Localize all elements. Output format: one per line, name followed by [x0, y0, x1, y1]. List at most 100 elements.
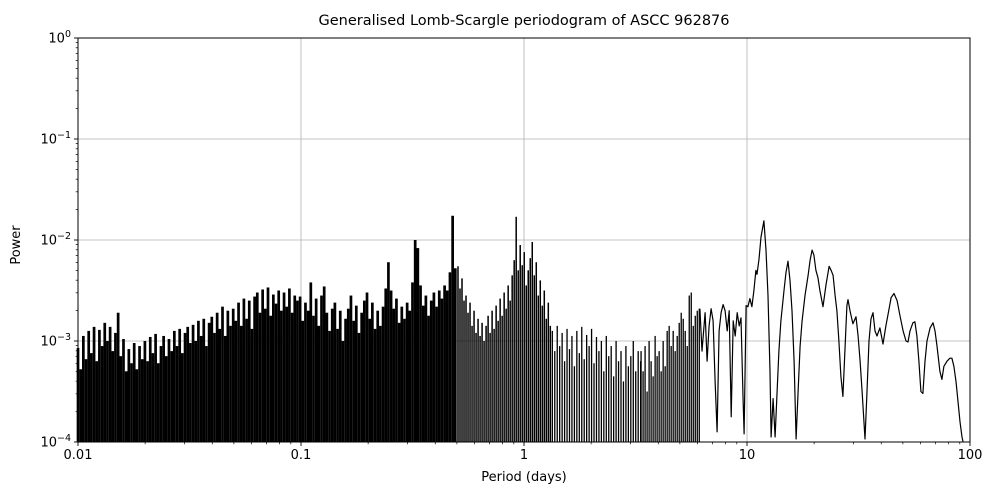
y-tick-label: 10−2 — [40, 231, 71, 249]
periodogram-bar — [593, 363, 595, 442]
periodogram-bar — [346, 308, 350, 442]
periodogram-bar — [646, 391, 648, 442]
x-tick-label: 1 — [520, 448, 528, 463]
periodogram-bar — [581, 326, 583, 442]
periodogram-bar — [322, 286, 326, 442]
periodogram-bar — [595, 336, 598, 442]
periodogram-bar — [437, 290, 441, 442]
periodogram-bar — [247, 300, 251, 442]
periodogram-bar — [237, 302, 240, 442]
periodogram-bar — [111, 351, 115, 442]
periodogram-bar — [330, 308, 334, 442]
periodogram-bar — [469, 302, 471, 442]
periodogram-smooth-series — [699, 220, 964, 443]
y-tick-label: 100 — [48, 29, 71, 47]
periodogram-bar — [119, 356, 123, 442]
periodogram-bar — [682, 318, 684, 442]
periodogram-bar — [127, 349, 131, 442]
periodogram-bar — [379, 325, 382, 442]
periodogram-bar — [421, 305, 425, 442]
periodogram-bar — [98, 329, 101, 442]
periodogram-bar — [479, 335, 481, 442]
periodogram-bar — [650, 361, 652, 442]
periodogram-curve — [699, 220, 964, 443]
periodogram-bar — [95, 361, 99, 442]
periodogram-bar — [189, 343, 192, 442]
periodogram-bar — [239, 325, 243, 442]
periodogram-bar — [148, 336, 152, 442]
periodogram-bar — [477, 318, 479, 442]
periodogram-bar — [197, 320, 200, 442]
periodogram-bar — [132, 343, 136, 442]
periodogram-bar — [535, 262, 538, 442]
periodogram-bar — [397, 322, 401, 442]
periodogram-bar — [419, 285, 422, 442]
periodogram-bar — [617, 361, 620, 442]
periodogram-bar — [288, 288, 291, 442]
periodogram-bar — [384, 288, 388, 442]
periodogram-bar — [644, 346, 646, 442]
periodogram-bar — [328, 330, 331, 442]
periodogram-bar — [481, 322, 483, 442]
periodogram-bar — [686, 346, 688, 442]
periodogram-bar — [325, 312, 329, 442]
periodogram-bar — [373, 328, 377, 442]
periodogram-bar — [272, 294, 275, 442]
periodogram-bar — [293, 295, 297, 442]
periodogram-bar — [114, 332, 117, 442]
periodogram-bar — [175, 346, 179, 442]
periodogram-bar — [473, 310, 475, 442]
periodogram-bar — [670, 346, 672, 442]
periodogram-bar — [427, 315, 430, 442]
periodogram-bar — [387, 262, 390, 442]
periodogram-bar — [159, 346, 163, 442]
periodogram-bar — [424, 295, 428, 442]
periodogram-bar — [578, 353, 580, 442]
periodogram-bar — [231, 308, 235, 442]
periodogram-bar — [465, 295, 467, 442]
periodogram-bar — [501, 315, 503, 442]
periodogram-bar — [588, 346, 590, 442]
periodogram-bar — [199, 335, 203, 442]
periodogram-bar — [513, 260, 515, 442]
periodogram-bar — [416, 248, 420, 442]
periodogram-bar — [600, 341, 603, 442]
periodogram-bar — [344, 318, 347, 442]
periodogram-bar — [654, 335, 656, 442]
periodogram-bar — [615, 341, 617, 442]
periodogram-bar — [138, 346, 141, 442]
x-tick-label: 10 — [739, 448, 756, 463]
periodogram-bar — [309, 282, 313, 442]
periodogram-bar — [282, 292, 286, 442]
periodogram-bar — [688, 295, 690, 442]
periodogram-bar — [549, 325, 552, 442]
periodogram-bar — [116, 312, 120, 442]
periodogram-bar — [354, 305, 358, 442]
periodogram-bar — [130, 363, 133, 442]
periodogram-bar — [156, 363, 160, 442]
periodogram-bar — [620, 351, 622, 442]
periodogram-bar — [637, 351, 639, 442]
periodogram-bar — [568, 349, 571, 442]
periodogram-bar — [515, 216, 517, 442]
periodogram-bar — [298, 296, 302, 442]
periodogram-bar — [122, 338, 125, 442]
periodogram-bar — [400, 306, 404, 442]
periodogram-bar — [162, 335, 165, 442]
periodogram-bar — [338, 310, 342, 442]
periodogram-bar — [352, 320, 355, 442]
periodogram-bar — [87, 330, 91, 442]
periodogram-bar — [151, 353, 155, 442]
periodogram-bar — [632, 341, 634, 442]
periodogram-bar — [389, 290, 393, 442]
periodogram-bar — [178, 328, 182, 442]
periodogram-bar — [507, 285, 509, 442]
periodogram-bar — [539, 280, 542, 442]
periodogram-bar — [551, 330, 553, 442]
axis-tick-labels: 0.01 0.1 1 10 100 100 10−1 10−2 10−3 10−4 — [40, 29, 982, 463]
periodogram-bar — [467, 312, 469, 442]
periodogram-bar — [333, 302, 337, 442]
periodogram-bar — [457, 266, 459, 442]
x-tick-label: 0.01 — [64, 448, 93, 463]
periodogram-bar — [266, 287, 270, 442]
